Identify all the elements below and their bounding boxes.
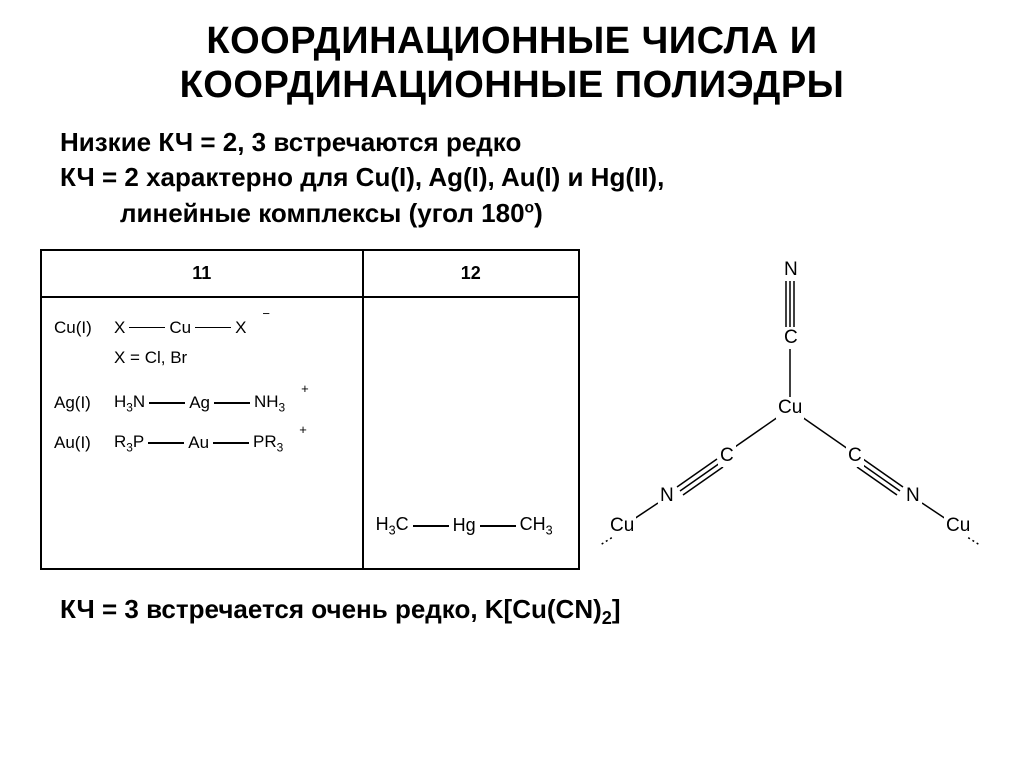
bond-icon xyxy=(213,442,249,444)
chain-hg: H3C Hg CH3 xyxy=(376,514,553,538)
chain-au: R3P Au PR3 ⎤ + xyxy=(114,432,309,454)
sub-line-3: линейные комплексы (угол 180o) xyxy=(60,196,984,231)
charge-plus: + xyxy=(299,422,307,437)
node-c-top: C xyxy=(782,327,800,349)
hg-center: Hg xyxy=(453,515,476,536)
bond-icon xyxy=(129,327,165,329)
label-cu: Cu(I) xyxy=(54,318,114,338)
bottom-sub: 2 xyxy=(602,608,612,628)
complexes-table: 11 12 Cu(I) X Cu X ⎤ − X = Cl, B xyxy=(40,249,580,570)
bond-icon xyxy=(413,525,449,527)
subtitle-block: Низкие КЧ = 2, 3 встречаются редко КЧ = … xyxy=(40,125,984,230)
node-n-top: N xyxy=(782,259,800,281)
bond-icon xyxy=(480,525,516,527)
header-col-12: 12 xyxy=(364,251,578,296)
chain-ag: H3N Ag NH3 ⎤ + xyxy=(114,392,311,414)
table-header: 11 12 xyxy=(42,251,578,298)
table-body: Cu(I) X Cu X ⎤ − X = Cl, Br Ag(I) xyxy=(42,298,578,568)
slide-title: КООРДИНАЦИОННЫЕ ЧИСЛА И КООРДИНАЦИОННЫЕ … xyxy=(40,20,984,107)
ag-center: Ag xyxy=(189,393,210,413)
hg-right: CH3 xyxy=(520,514,553,538)
cell-group-11: Cu(I) X Cu X ⎤ − X = Cl, Br Ag(I) xyxy=(42,298,364,568)
bond-icon xyxy=(195,327,231,329)
au-left: R3P xyxy=(114,432,144,454)
cell-group-12: H3C Hg CH3 xyxy=(364,298,578,568)
sub3-pre: линейные комплексы (угол 180 xyxy=(120,198,525,228)
au-center: Au xyxy=(188,433,209,453)
cu-cn-diagram: N C Cu C C N N Cu Cu xyxy=(600,249,980,559)
node-cu-left: Cu xyxy=(608,515,636,537)
node-c-right: C xyxy=(846,445,864,467)
ag-left: H3N xyxy=(114,392,145,414)
label-au: Au(I) xyxy=(54,433,114,453)
sub-line-2: КЧ = 2 характерно для Cu(I), Ag(I), Au(I… xyxy=(60,160,984,195)
main-content-row: 11 12 Cu(I) X Cu X ⎤ − X = Cl, B xyxy=(40,249,984,570)
row-ag: Ag(I) H3N Ag NH3 ⎤ + xyxy=(54,392,350,414)
bond-icon xyxy=(149,402,185,404)
row-au: Au(I) R3P Au PR3 ⎤ + xyxy=(54,432,350,454)
bottom-post: ] xyxy=(612,594,621,624)
sup-o: o xyxy=(525,199,535,216)
cu-left: X xyxy=(114,318,125,338)
node-n-left: N xyxy=(658,485,676,507)
cu-center: Cu xyxy=(169,318,191,338)
cu-right: X xyxy=(235,318,246,338)
header-col-11: 11 xyxy=(42,251,364,296)
bond-icon xyxy=(214,402,250,404)
label-ag: Ag(I) xyxy=(54,393,114,413)
ag-right: NH3 xyxy=(254,392,285,414)
node-n-right: N xyxy=(904,485,922,507)
bond-icon xyxy=(148,442,184,444)
sub3-post: ) xyxy=(534,198,543,228)
row-cu: Cu(I) X Cu X ⎤ − xyxy=(54,318,350,338)
title-line-2: КООРДИНАЦИОННЫЕ ПОЛИЭДРЫ xyxy=(180,64,845,106)
title-line-1: КООРДИНАЦИОННЫЕ ЧИСЛА И xyxy=(206,20,817,62)
chain-cu: X Cu X ⎤ − xyxy=(114,318,272,338)
node-cu-center: Cu xyxy=(776,397,804,419)
hg-left: H3C xyxy=(376,514,409,538)
charge-plus: + xyxy=(301,381,309,396)
bottom-pre: КЧ = 3 встречается очень редко, K[Cu(CN) xyxy=(60,594,602,624)
sub-line-1: Низкие КЧ = 2, 3 встречаются редко xyxy=(60,125,984,160)
charge-minus: − xyxy=(262,306,270,321)
node-c-left: C xyxy=(718,445,736,467)
node-cu-right: Cu xyxy=(944,515,972,537)
bottom-text: КЧ = 3 встречается очень редко, K[Cu(CN)… xyxy=(40,594,984,629)
au-right: PR3 xyxy=(253,432,283,454)
note-x: X = Cl, Br xyxy=(114,348,350,368)
